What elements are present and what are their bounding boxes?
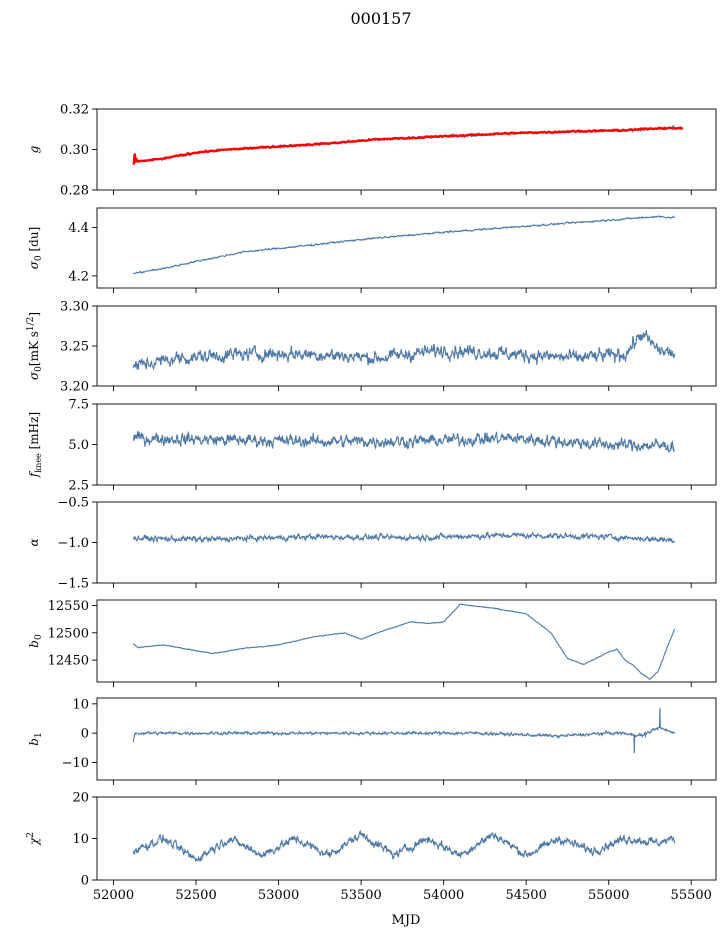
panel-sigma0-mks: 3.20 3.25 3.30 σ0[mK s1/2] [26, 300, 717, 395]
y-axis-label: χ2 [26, 832, 41, 846]
y-tick-label: 0 [81, 874, 89, 889]
axes-frame [96, 207, 717, 289]
panel-b1: −10 0 10 b1 [27, 697, 717, 785]
y-tick-label: 0 [81, 727, 89, 742]
y-axis-label: σ0 [du] [27, 227, 44, 270]
panel-fknee: 2.5 5.0 7.5 fknee [mHz] [27, 398, 717, 494]
x-axis-label: MJD [392, 913, 421, 928]
panel-b0: 12450 12500 12550 b0 [27, 599, 717, 687]
y-axis-label: σ0[mK s1/2] [26, 312, 44, 380]
y-tick-label: −1.5 [57, 577, 89, 592]
y-axis-label: fknee [mHz] [27, 412, 43, 478]
y-tick-label: 12550 [48, 599, 89, 614]
x-tick-label: 52500 [175, 888, 216, 903]
panels: 0.28 0.30 0.32 g 4.2 4.4 σ0 [du] 3.20 3.25 3.30 σ0… [26, 103, 717, 903]
y-tick-label: −1.0 [57, 536, 89, 551]
y-tick-label: 12500 [48, 626, 89, 641]
y-tick-label: 7.5 [68, 398, 89, 413]
axes-frame [96, 697, 717, 781]
y-tick-label: −10 [62, 756, 89, 771]
x-tick-label: 55000 [588, 888, 629, 903]
panel-alpha: −1.5 −1.0 −0.5 α [27, 496, 717, 592]
y-axis-label: b1 [27, 732, 44, 745]
x-tick-label: 54000 [423, 888, 464, 903]
axes-frame [96, 108, 717, 191]
x-tick-label: 55500 [671, 888, 712, 903]
y-axis-label: g [27, 145, 41, 153]
y-axis-label: α [27, 538, 41, 546]
y-tick-label: 0.32 [60, 103, 89, 118]
y-tick-label: −0.5 [57, 496, 89, 511]
series-b1 [132, 707, 676, 754]
y-tick-label: 20 [72, 791, 89, 806]
y-tick-label: 3.30 [60, 300, 89, 315]
figure-title: 000157 [350, 9, 411, 28]
y-tick-label: 10 [72, 832, 89, 847]
y-tick-label: 12450 [48, 654, 89, 669]
series-sigma0-du [133, 215, 676, 275]
y-tick-label: 3.25 [60, 340, 89, 355]
y-axis-label: b0 [27, 634, 44, 648]
series-g-overlay [132, 126, 684, 166]
x-tick-label: 54500 [505, 888, 546, 903]
panel-g: 0.28 0.30 0.32 g [27, 103, 717, 199]
panel-sigma0-du: 4.2 4.4 σ0 [du] [27, 207, 717, 293]
x-tick-label: 53500 [340, 888, 381, 903]
y-tick-label: 2.5 [68, 479, 89, 494]
y-tick-label: 0.28 [60, 184, 89, 199]
series-chi2 [132, 829, 676, 863]
axes-frame [96, 305, 717, 387]
panel-chi2: 0 10 20 52000 52500 53000 53500 54000 54500 55000… [26, 791, 717, 903]
series-fknee [132, 430, 676, 454]
y-tick-label: 0.30 [60, 143, 89, 158]
axes-frame [96, 501, 717, 584]
y-tick-label: 5.0 [68, 438, 89, 453]
axes-frame [96, 599, 717, 683]
series-alpha [132, 530, 676, 544]
y-tick-label: 3.20 [60, 380, 89, 395]
x-tick-label: 52000 [93, 888, 134, 903]
series-sigma0-mks [132, 330, 676, 371]
x-tick-label: 53000 [258, 888, 299, 903]
series-b0 [132, 603, 676, 681]
y-tick-label: 4.4 [68, 221, 89, 236]
y-tick-label: 10 [72, 697, 89, 712]
y-tick-label: 4.2 [68, 269, 89, 284]
